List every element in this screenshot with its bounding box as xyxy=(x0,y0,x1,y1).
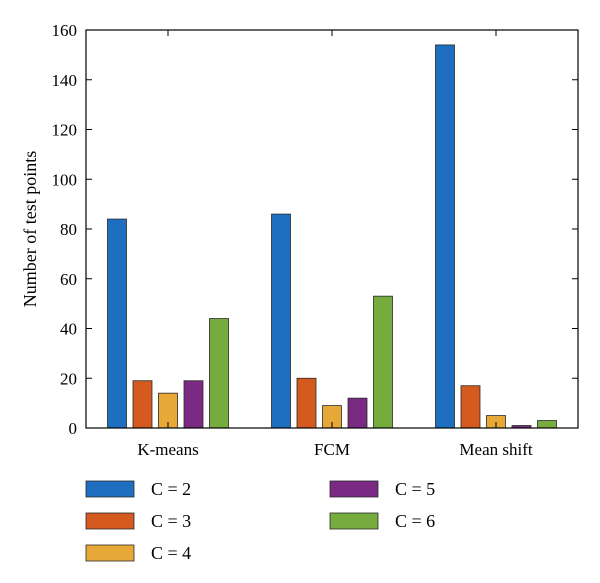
legend-label: C = 5 xyxy=(395,479,435,499)
y-tick-label: 60 xyxy=(60,270,77,289)
y-tick-label: 0 xyxy=(69,419,78,438)
plot-frame xyxy=(85,29,579,429)
bar xyxy=(209,318,229,429)
y-tick-label: 40 xyxy=(60,320,77,339)
bar xyxy=(107,218,127,429)
y-tick-label: 100 xyxy=(52,170,78,189)
bar xyxy=(132,380,153,429)
legend-swatch xyxy=(85,544,135,562)
x-tick-label: Mean shift xyxy=(459,440,532,459)
y-tick-label: 140 xyxy=(52,71,78,90)
y-tick-label: 120 xyxy=(52,121,78,140)
legend-label: C = 6 xyxy=(395,511,435,531)
y-tick-label: 80 xyxy=(60,220,77,239)
bar xyxy=(373,295,393,429)
bar xyxy=(435,44,455,429)
ticks-layer: 0 20 40 60 80 100 120 140 160 K-means FCM Mean shif… xyxy=(52,21,578,459)
bar xyxy=(347,397,368,429)
bar xyxy=(460,385,481,429)
legend-label: C = 2 xyxy=(151,479,191,499)
x-tick-label: K-means xyxy=(137,440,198,459)
legend-swatch xyxy=(329,512,379,530)
legend: C = 2 C = 3 C = 4 C = 5 C = 6 xyxy=(85,479,435,563)
legend-swatch xyxy=(329,480,379,498)
legend-label: C = 3 xyxy=(151,511,191,531)
y-tick-label: 20 xyxy=(60,369,77,388)
bars-layer xyxy=(107,44,557,429)
x-tick-label: FCM xyxy=(314,440,350,459)
legend-swatch xyxy=(85,512,135,530)
y-axis-label: Number of test points xyxy=(20,151,40,307)
legend-swatch xyxy=(85,480,135,498)
bar xyxy=(537,420,557,429)
bar xyxy=(183,380,204,429)
legend-label: C = 4 xyxy=(151,543,191,563)
bar xyxy=(271,213,291,429)
y-tick-label: 160 xyxy=(52,21,78,40)
bar xyxy=(296,377,317,429)
